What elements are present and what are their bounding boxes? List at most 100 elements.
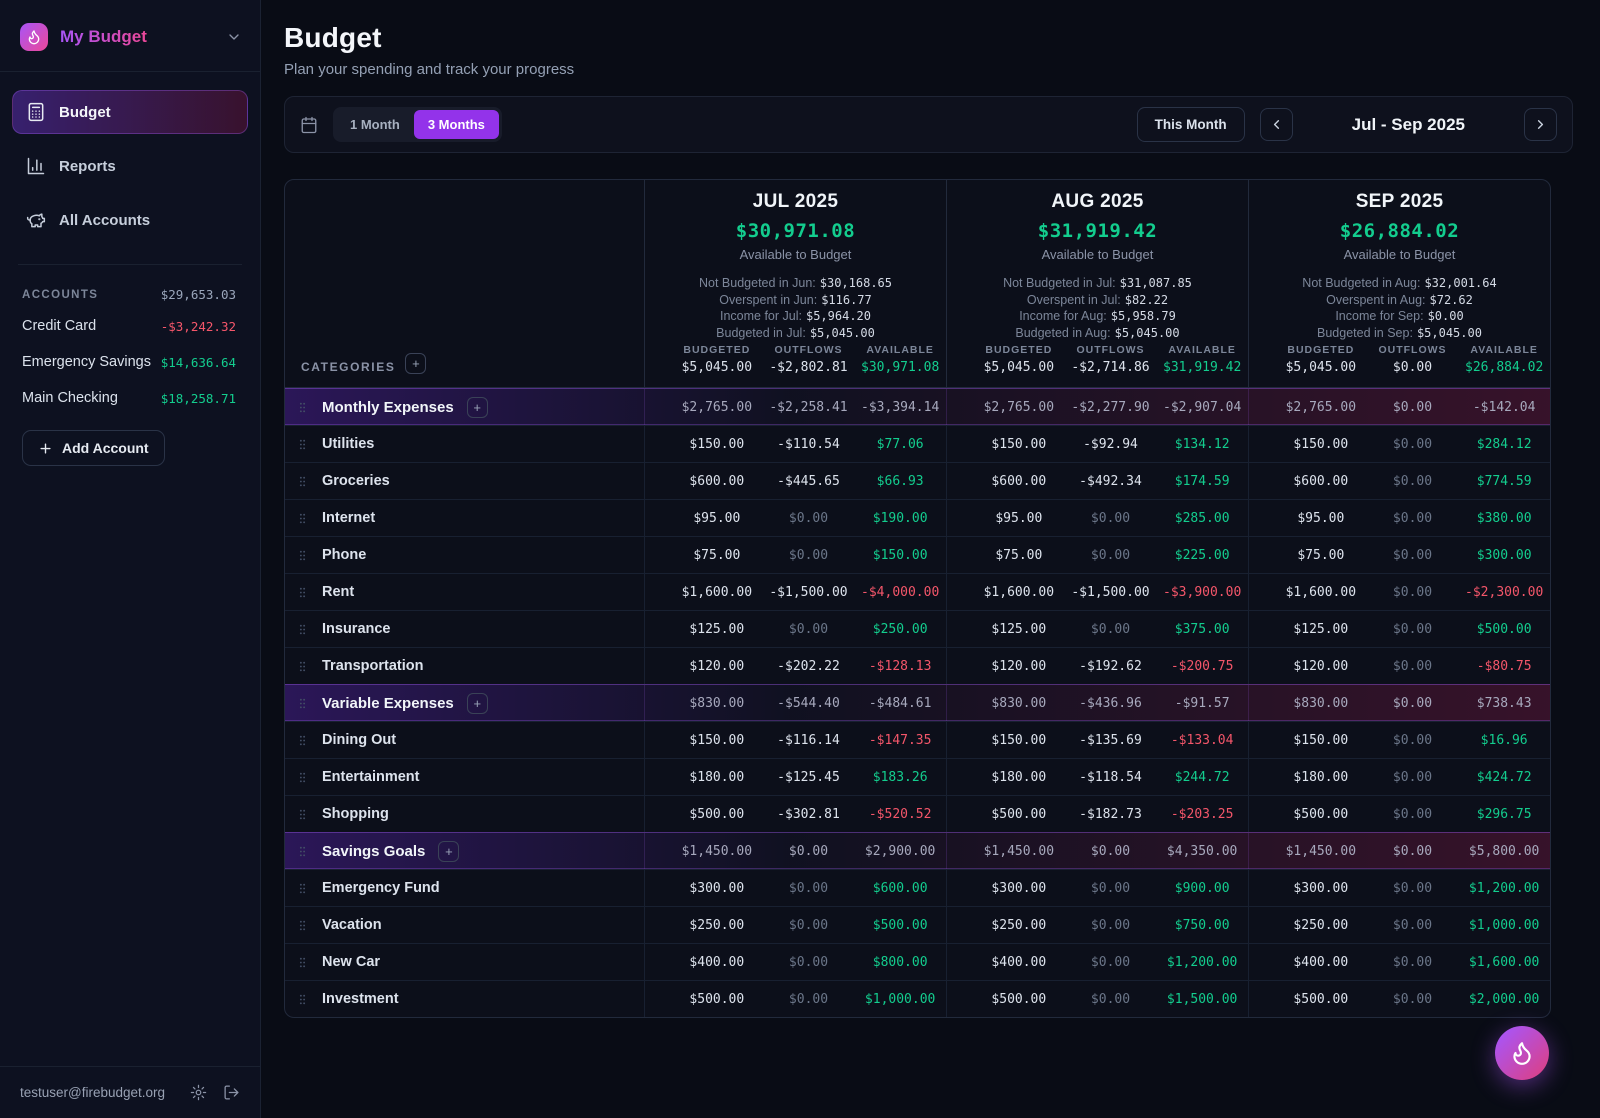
drag-handle-icon[interactable] [296, 992, 309, 1007]
drag-handle-icon[interactable] [296, 400, 309, 415]
account-row-main-checking[interactable]: Main Checking $18,258.71 [22, 380, 236, 416]
category-row[interactable]: Entertainment $180.00 -$125.45 $183.26 $180.… [285, 758, 1550, 795]
budgeted-value[interactable]: $830.00 [689, 695, 745, 711]
budgeted-value[interactable]: $400.00 [991, 954, 1047, 970]
sidebar-item-budget[interactable]: Budget [12, 90, 248, 134]
next-period-button[interactable] [1524, 108, 1557, 141]
category-row[interactable]: Insurance $125.00 $0.00 $250.00 $125.00 $0.00… [285, 610, 1550, 647]
app-brand[interactable]: My Budget [0, 0, 260, 72]
account-row-credit-card[interactable]: Credit Card -$3,242.32 [22, 308, 236, 344]
range-option-3-months[interactable]: 3 Months [413, 110, 499, 139]
category-group-row[interactable]: Variable Expenses + $830.00 -$544.40 -$484.6… [285, 684, 1550, 721]
budgeted-value[interactable]: $125.00 [1293, 621, 1349, 637]
category-row[interactable]: Groceries $600.00 -$445.65 $66.93 $600.00 -$4… [285, 462, 1550, 499]
budgeted-value[interactable]: $300.00 [689, 880, 745, 896]
budgeted-value[interactable]: $95.00 [693, 510, 741, 526]
drag-handle-icon[interactable] [296, 918, 309, 933]
budgeted-value[interactable]: $500.00 [991, 991, 1047, 1007]
budgeted-value[interactable]: $300.00 [991, 880, 1047, 896]
add-category-button[interactable]: + [466, 692, 488, 714]
category-row[interactable]: Internet $95.00 $0.00 $190.00 $95.00 $0.00 $28… [285, 499, 1550, 536]
budgeted-value[interactable]: $75.00 [1297, 547, 1345, 563]
category-row[interactable]: Shopping $500.00 -$302.81 -$520.52 $500.00 -$… [285, 795, 1550, 832]
budgeted-value[interactable]: $250.00 [1293, 917, 1349, 933]
account-row-emergency-savings[interactable]: Emergency Savings $14,636.64 [22, 344, 236, 380]
budgeted-value[interactable]: $830.00 [991, 695, 1047, 711]
category-row[interactable]: Emergency Fund $300.00 $0.00 $600.00 $300.00… [285, 869, 1550, 906]
category-row[interactable]: Utilities $150.00 -$110.54 $77.06 $150.00 -$9… [285, 425, 1550, 462]
drag-handle-icon[interactable] [296, 622, 309, 637]
budgeted-value[interactable]: $125.00 [991, 621, 1047, 637]
drag-handle-icon[interactable] [296, 474, 309, 489]
category-row[interactable]: Investment $500.00 $0.00 $1,000.00 $500.00 $0… [285, 980, 1550, 1017]
budgeted-value[interactable]: $500.00 [1293, 991, 1349, 1007]
category-row[interactable]: Transportation $120.00 -$202.22 -$128.13 $12… [285, 647, 1550, 684]
add-category-button[interactable]: + [438, 840, 460, 862]
sidebar-item-reports[interactable]: Reports [12, 144, 248, 188]
budgeted-value[interactable]: $95.00 [995, 510, 1043, 526]
budgeted-value[interactable]: $180.00 [991, 769, 1047, 785]
chevron-down-icon[interactable] [226, 29, 242, 45]
budgeted-value[interactable]: $75.00 [693, 547, 741, 563]
drag-handle-icon[interactable] [296, 548, 309, 563]
budgeted-value[interactable]: $300.00 [1293, 880, 1349, 896]
budgeted-value[interactable]: $150.00 [991, 436, 1047, 452]
previous-period-button[interactable] [1259, 108, 1293, 141]
budgeted-value[interactable]: $250.00 [689, 917, 745, 933]
budgeted-value[interactable]: $600.00 [991, 473, 1047, 489]
budgeted-value[interactable]: $400.00 [1293, 954, 1349, 970]
add-category-button[interactable]: + [466, 396, 488, 418]
drag-handle-icon[interactable] [296, 659, 309, 674]
drag-handle-icon[interactable] [296, 881, 309, 896]
budgeted-value[interactable]: $1,600.00 [681, 584, 753, 600]
category-row[interactable]: Vacation $250.00 $0.00 $500.00 $250.00 $0.00 $… [285, 906, 1550, 943]
budgeted-value[interactable]: $180.00 [689, 769, 745, 785]
budgeted-value[interactable]: $400.00 [689, 954, 745, 970]
budgeted-value[interactable]: $500.00 [1293, 806, 1349, 822]
budgeted-value[interactable]: $2,765.00 [1285, 399, 1357, 415]
drag-handle-icon[interactable] [296, 733, 309, 748]
category-row[interactable]: Rent $1,600.00 -$1,500.00 -$4,000.00 $1,600.… [285, 573, 1550, 610]
drag-handle-icon[interactable] [296, 770, 309, 785]
budgeted-value[interactable]: $150.00 [1293, 732, 1349, 748]
category-row[interactable]: Dining Out $150.00 -$116.14 -$147.35 $150.00… [285, 721, 1550, 758]
range-option-1-month[interactable]: 1 Month [336, 110, 414, 139]
budgeted-value[interactable]: $2,765.00 [983, 399, 1055, 415]
budgeted-value[interactable]: $500.00 [689, 991, 745, 1007]
budgeted-value[interactable]: $150.00 [991, 732, 1047, 748]
add-account-button[interactable]: Add Account [22, 430, 165, 466]
drag-handle-icon[interactable] [296, 511, 309, 526]
this-month-button[interactable]: This Month [1136, 107, 1245, 142]
drag-handle-icon[interactable] [296, 955, 309, 970]
budgeted-value[interactable]: $120.00 [689, 658, 745, 674]
drag-handle-icon[interactable] [296, 844, 309, 859]
logout-icon[interactable] [223, 1084, 240, 1101]
budgeted-value[interactable]: $1,450.00 [1285, 843, 1357, 859]
flame-fab-button[interactable] [1495, 1026, 1549, 1080]
budgeted-value[interactable]: $120.00 [991, 658, 1047, 674]
budgeted-value[interactable]: $2,765.00 [681, 399, 753, 415]
category-row[interactable]: Phone $75.00 $0.00 $150.00 $75.00 $0.00 $225.0… [285, 536, 1550, 573]
budgeted-value[interactable]: $95.00 [1297, 510, 1345, 526]
budgeted-value[interactable]: $150.00 [689, 732, 745, 748]
budgeted-value[interactable]: $150.00 [689, 436, 745, 452]
drag-handle-icon[interactable] [296, 696, 309, 711]
budgeted-value[interactable]: $500.00 [991, 806, 1047, 822]
sidebar-item-all-accounts[interactable]: All Accounts [12, 198, 248, 242]
budgeted-value[interactable]: $125.00 [689, 621, 745, 637]
category-group-row[interactable]: Savings Goals + $1,450.00 $0.00 $2,900.00 $1,… [285, 832, 1550, 869]
budgeted-value[interactable]: $180.00 [1293, 769, 1349, 785]
budgeted-value[interactable]: $1,600.00 [983, 584, 1055, 600]
category-row[interactable]: New Car $400.00 $0.00 $800.00 $400.00 $0.00 $1… [285, 943, 1550, 980]
budgeted-value[interactable]: $1,600.00 [1285, 584, 1357, 600]
budgeted-value[interactable]: $1,450.00 [681, 843, 753, 859]
budgeted-value[interactable]: $500.00 [689, 806, 745, 822]
drag-handle-icon[interactable] [296, 585, 309, 600]
add-category-group-button[interactable]: + [405, 353, 427, 374]
budgeted-value[interactable]: $830.00 [1293, 695, 1349, 711]
settings-gear-icon[interactable] [190, 1084, 207, 1101]
budgeted-value[interactable]: $120.00 [1293, 658, 1349, 674]
drag-handle-icon[interactable] [296, 807, 309, 822]
budgeted-value[interactable]: $75.00 [995, 547, 1043, 563]
category-group-row[interactable]: Monthly Expenses + $2,765.00 -$2,258.41 -$3,… [285, 388, 1550, 425]
